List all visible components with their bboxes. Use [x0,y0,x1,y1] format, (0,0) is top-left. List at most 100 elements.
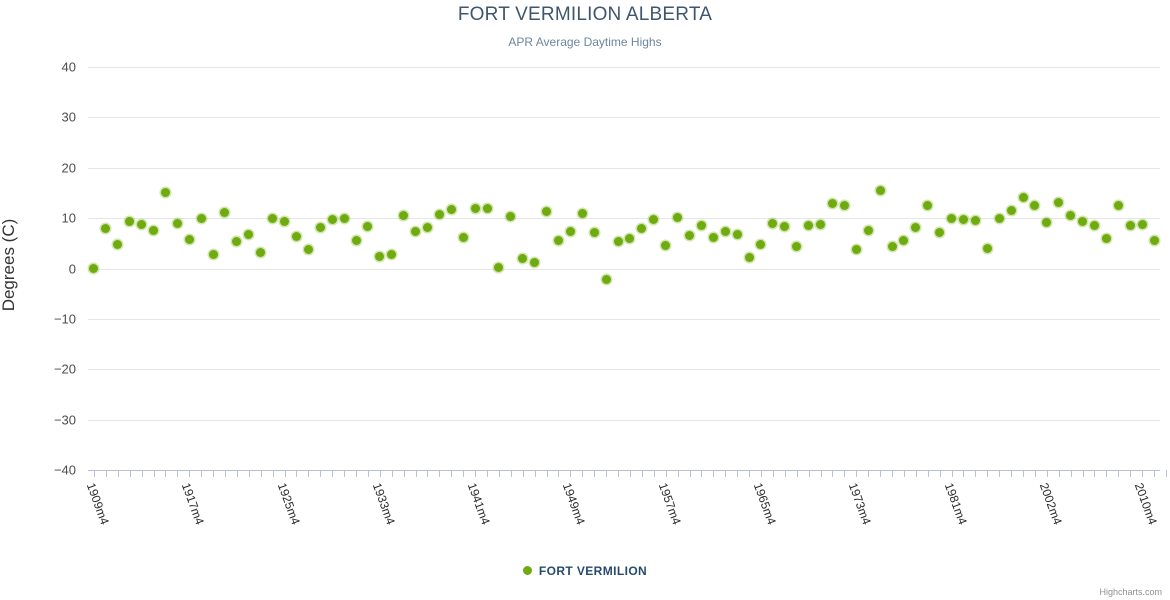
scatter-point[interactable] [637,223,647,233]
scatter-point[interactable] [804,220,814,230]
scatter-point[interactable] [482,203,492,213]
scatter-point[interactable] [530,257,540,267]
scatter-point[interactable] [184,234,194,244]
scatter-point[interactable] [172,218,182,228]
scatter-point[interactable] [982,243,992,253]
scatter-point[interactable] [565,226,575,236]
scatter-point[interactable] [89,264,99,273]
scatter-point[interactable] [113,239,123,249]
scatter-point[interactable] [601,274,611,284]
scatter-point[interactable] [137,220,147,230]
scatter-point[interactable] [446,204,456,214]
scatter-point[interactable] [685,230,694,240]
scatter-point[interactable] [1149,236,1159,246]
x-axis-tick [463,470,464,477]
scatter-point[interactable] [208,249,218,259]
scatter-point[interactable] [947,214,957,224]
scatter-point[interactable] [589,228,599,238]
scatter-point[interactable] [506,211,516,221]
scatter-point[interactable] [1101,233,1111,243]
scatter-point[interactable] [327,215,337,225]
scatter-point[interactable] [125,217,135,227]
scatter-point[interactable] [756,239,766,249]
scatter-point[interactable] [339,213,349,223]
scatter-point[interactable] [1030,201,1040,211]
scatter-point[interactable] [827,198,837,208]
scatter-point[interactable] [494,262,504,272]
scatter-point[interactable] [256,247,266,257]
scatter-point[interactable] [470,203,480,213]
scatter-point[interactable] [399,211,409,221]
scatter-point[interactable] [875,186,885,196]
scatter-point[interactable] [994,214,1004,224]
scatter-point[interactable] [411,227,421,237]
scatter-point[interactable] [696,221,706,231]
x-axis-tick [570,470,571,477]
scatter-point[interactable] [732,230,742,240]
chart-legend[interactable]: FORT VERMILION [0,563,1170,578]
scatter-point[interactable] [232,236,242,246]
x-axis-tick [475,470,476,477]
highcharts-credit[interactable]: Highcharts.com [1099,587,1162,597]
scatter-point[interactable] [839,200,849,210]
scatter-point[interactable] [708,233,718,243]
scatter-point[interactable] [1089,220,1099,230]
scatter-point[interactable] [923,201,933,211]
scatter-point[interactable] [351,236,361,246]
scatter-point[interactable] [387,250,397,260]
scatter-point[interactable] [101,224,111,234]
scatter-point[interactable] [220,208,230,218]
scatter-point[interactable] [673,213,683,223]
scatter-point[interactable] [268,213,278,223]
scatter-point[interactable] [970,216,980,226]
scatter-point[interactable] [1054,197,1064,207]
scatter-point[interactable] [1006,205,1016,215]
scatter-point[interactable] [315,223,325,233]
scatter-point[interactable] [553,236,563,246]
scatter-point[interactable] [149,225,158,235]
scatter-point[interactable] [792,241,802,251]
x-axis-tick [999,470,1000,477]
scatter-point[interactable] [291,231,301,241]
scatter-point[interactable] [649,214,659,224]
scatter-point[interactable] [1137,219,1147,229]
scatter-point[interactable] [958,214,968,224]
scatter-point[interactable] [1042,217,1052,227]
scatter-point[interactable] [1078,216,1088,226]
scatter-point[interactable] [1018,192,1028,202]
scatter-point[interactable] [851,244,861,254]
scatter-point[interactable] [744,252,754,262]
x-axis-tick [344,470,345,477]
scatter-point[interactable] [244,229,254,239]
scatter-point[interactable] [1125,220,1135,230]
scatter-point[interactable] [816,220,826,230]
scatter-point[interactable] [160,188,170,198]
scatter-point[interactable] [661,240,671,250]
scatter-point[interactable] [458,233,468,243]
scatter-point[interactable] [303,244,313,254]
scatter-point[interactable] [577,208,587,218]
scatter-point[interactable] [720,227,730,237]
scatter-point[interactable] [280,217,290,227]
legend-marker-icon [522,566,532,576]
scatter-point[interactable] [196,214,206,224]
scatter-point[interactable] [887,242,897,252]
scatter-point[interactable] [518,254,528,264]
scatter-point[interactable] [625,233,635,243]
scatter-point[interactable] [434,210,444,220]
scatter-point[interactable] [613,237,623,247]
scatter-point[interactable] [780,222,790,232]
scatter-point[interactable] [422,223,432,233]
scatter-point[interactable] [768,218,778,228]
scatter-point[interactable] [911,222,921,232]
scatter-point[interactable] [542,206,552,216]
scatter-point[interactable] [1113,200,1123,210]
scatter-point[interactable] [935,227,945,237]
legend-item-label[interactable]: FORT VERMILION [538,563,648,578]
x-axis-tick [1059,470,1060,477]
scatter-point[interactable] [363,222,373,232]
scatter-point[interactable] [863,225,873,235]
scatter-point[interactable] [375,251,385,261]
scatter-point[interactable] [1066,210,1076,220]
scatter-point[interactable] [899,235,909,245]
